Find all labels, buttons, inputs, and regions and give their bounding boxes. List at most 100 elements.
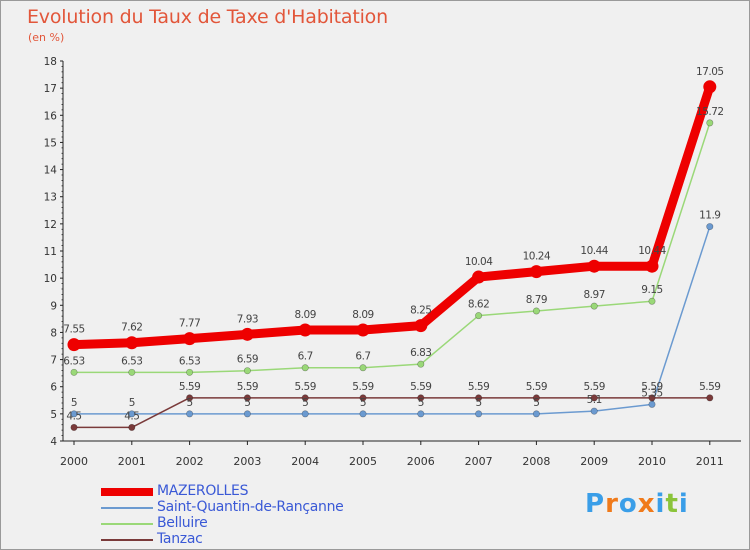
data-label: 5.59 xyxy=(352,381,373,393)
data-label: 5.1 xyxy=(587,394,602,406)
logo-letter: t xyxy=(665,489,679,519)
y-tick-label: 10 xyxy=(44,273,57,285)
y-tick-label: 13 xyxy=(44,192,57,204)
data-point xyxy=(472,270,486,284)
x-tick-label: 2010 xyxy=(638,455,666,468)
data-label: 5.59 xyxy=(641,381,662,393)
data-point xyxy=(243,410,251,418)
x-tick-label: 2007 xyxy=(465,455,493,468)
data-label: 15.72 xyxy=(696,106,724,118)
data-label: 7.93 xyxy=(237,313,258,325)
data-point xyxy=(70,368,78,376)
data-point xyxy=(414,319,428,333)
data-point xyxy=(648,297,656,305)
data-point xyxy=(186,410,194,418)
data-point xyxy=(301,394,309,402)
data-point xyxy=(298,323,312,337)
y-tick-label: 6 xyxy=(50,382,57,394)
chart-subtitle: (en %) xyxy=(28,31,65,44)
y-tick-label: 7 xyxy=(50,355,57,367)
data-point xyxy=(128,368,136,376)
data-label: 7.77 xyxy=(179,318,200,330)
x-tick-label: 2004 xyxy=(291,455,319,468)
data-label: 6.7 xyxy=(298,351,313,363)
data-label: 5.59 xyxy=(179,381,200,393)
data-label: 5 xyxy=(129,397,135,409)
legend-swatch xyxy=(101,507,153,509)
data-point xyxy=(356,323,370,337)
y-tick-label: 14 xyxy=(44,165,58,177)
logo-letter: o xyxy=(618,489,638,519)
y-tick-label: 15 xyxy=(44,137,57,149)
data-label: 5.59 xyxy=(468,381,489,393)
data-label: 4.5 xyxy=(66,410,81,422)
y-tick-label: 12 xyxy=(44,219,57,231)
y-tick-label: 8 xyxy=(50,327,57,339)
legend-item: Saint-Quantin-de-Rançanne xyxy=(101,499,401,517)
y-tick-label: 4 xyxy=(50,436,57,448)
data-point xyxy=(645,259,659,273)
data-label: 6.53 xyxy=(121,355,142,367)
data-point xyxy=(590,407,598,415)
data-label: 5.59 xyxy=(237,381,258,393)
data-label: 5.59 xyxy=(699,381,720,393)
data-label: 9.15 xyxy=(641,284,662,296)
y-tick-label: 18 xyxy=(44,56,57,68)
x-tick-label: 2003 xyxy=(233,455,261,468)
x-tick-label: 2002 xyxy=(176,455,204,468)
data-label: 6.53 xyxy=(63,355,84,367)
series-line-1 xyxy=(73,225,711,415)
data-point xyxy=(532,394,540,402)
data-point xyxy=(359,410,367,418)
data-point xyxy=(70,410,78,418)
legend-item: Belluire xyxy=(101,515,401,533)
legend-label: MAZEROLLES xyxy=(157,483,249,499)
x-tick-label: 2001 xyxy=(118,455,146,468)
data-label: 8.25 xyxy=(410,305,431,317)
data-point xyxy=(590,394,598,402)
data-point xyxy=(301,364,309,372)
data-label: 5 xyxy=(71,397,77,409)
data-label: 6.83 xyxy=(410,347,431,359)
data-label: 4.5 xyxy=(124,410,139,422)
data-point xyxy=(417,360,425,368)
data-label: 11.9 xyxy=(699,210,720,222)
data-point xyxy=(587,259,601,273)
data-point xyxy=(703,80,717,94)
data-label: 8.09 xyxy=(295,309,316,321)
data-label: 5 xyxy=(244,397,250,409)
data-point xyxy=(359,364,367,372)
data-point xyxy=(475,410,483,418)
legend-label: Belluire xyxy=(157,515,208,531)
series-line-2 xyxy=(73,122,711,374)
data-point xyxy=(475,312,483,320)
data-label: 5 xyxy=(302,397,308,409)
data-label: 7.55 xyxy=(63,324,84,336)
legend-label: Tanzac xyxy=(157,531,203,547)
data-point xyxy=(475,394,483,402)
y-tick-label: 11 xyxy=(44,246,57,258)
data-point xyxy=(417,394,425,402)
x-tick-label: 2006 xyxy=(407,455,435,468)
data-label: 10.04 xyxy=(465,256,493,268)
data-point xyxy=(240,327,254,341)
data-label: 17.05 xyxy=(696,66,724,78)
data-point xyxy=(706,223,714,231)
data-label: 5 xyxy=(533,397,539,409)
proxiti-logo: Proxiti xyxy=(585,489,689,519)
data-point xyxy=(706,119,714,127)
x-tick-label: 2008 xyxy=(522,455,550,468)
x-tick-label: 2009 xyxy=(580,455,608,468)
data-label: 5.35 xyxy=(641,387,662,399)
data-point xyxy=(706,394,714,402)
data-point xyxy=(186,394,194,402)
chart-legend: MAZEROLLES Saint-Quantin-de-Rançanne Bellu… xyxy=(101,483,401,549)
data-label: 5 xyxy=(476,397,482,409)
data-label: 6.59 xyxy=(237,354,258,366)
data-label: 6.7 xyxy=(355,351,370,363)
data-label: 5 xyxy=(418,397,424,409)
data-point xyxy=(183,332,197,346)
data-label: 10.44 xyxy=(638,245,666,257)
series-line-0 xyxy=(69,82,715,350)
